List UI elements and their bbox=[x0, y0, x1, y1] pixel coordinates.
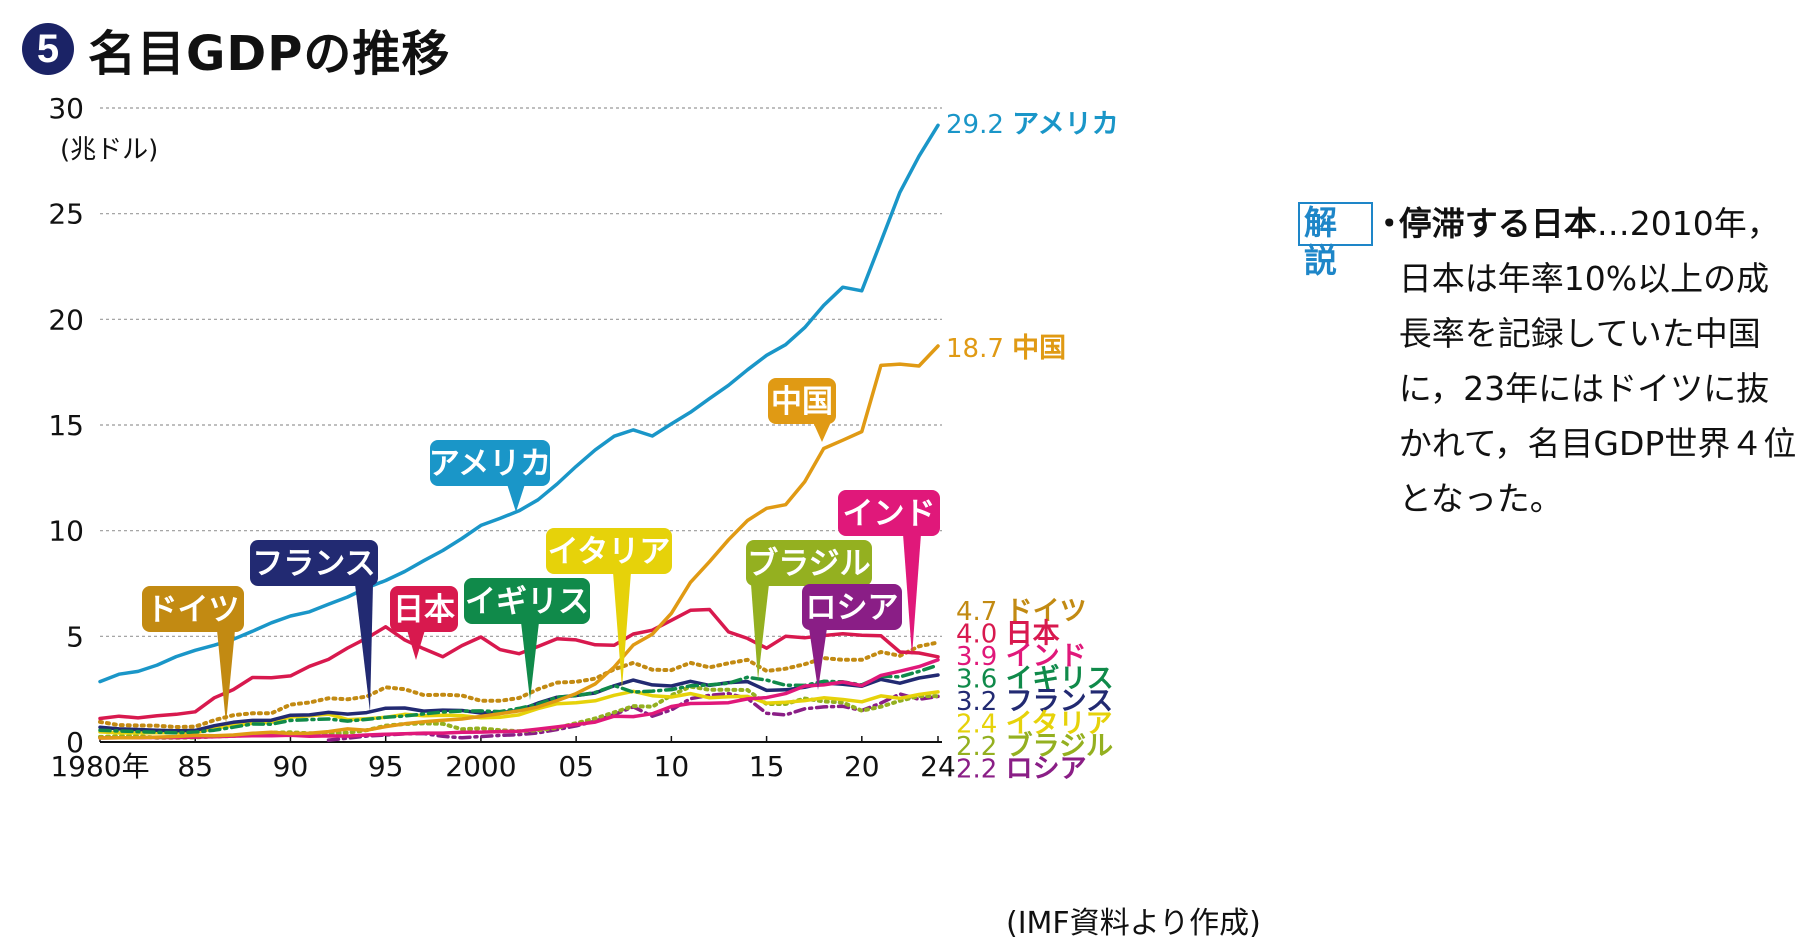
callout-text: フランス bbox=[252, 546, 375, 582]
callout-box bbox=[838, 490, 940, 536]
y-tick-label: 10 bbox=[48, 515, 84, 548]
y-tick-label: 15 bbox=[48, 409, 84, 442]
x-tick-label: 90 bbox=[273, 750, 309, 783]
commentary-bullet: ・ bbox=[1372, 204, 1406, 243]
grid-lines bbox=[100, 107, 942, 743]
callout-pointer bbox=[217, 630, 235, 724]
x-axis-ticks: 1980年 85 90 95 2000 05 10 15 20 24 bbox=[50, 736, 956, 783]
end-label-中国: 18.7 中国 bbox=[946, 333, 1066, 364]
callout-box bbox=[250, 540, 378, 586]
y-tick-label: 5 bbox=[66, 620, 84, 653]
series-line-アメリカ bbox=[98, 123, 940, 684]
callout-box bbox=[464, 578, 590, 624]
callout-text: ブラジル bbox=[747, 546, 870, 582]
series-line-日本 bbox=[98, 607, 940, 721]
series-line-中国 bbox=[98, 344, 940, 740]
x-tick-label: 05 bbox=[558, 750, 594, 783]
callout-アメリカ: アメリカ bbox=[429, 440, 551, 512]
callout-インド: インド bbox=[838, 490, 940, 656]
callout-中国: 中国 bbox=[768, 378, 836, 442]
callout-box bbox=[142, 586, 244, 632]
figure-title: 名目GDPの推移 bbox=[88, 26, 451, 82]
callout-日本: 日本 bbox=[390, 586, 458, 660]
callout-text: ドイツ bbox=[147, 592, 240, 628]
y-axis-label: (兆ドル) bbox=[60, 135, 158, 165]
commentary-lead: 停滞する日本 bbox=[1398, 204, 1597, 243]
x-tick-label: 1980年 bbox=[50, 750, 149, 783]
callout-ドイツ: ドイツ bbox=[142, 586, 244, 724]
callout-box bbox=[802, 584, 902, 630]
series-line-イギリス bbox=[98, 663, 940, 735]
callout-pointer bbox=[751, 584, 769, 680]
x-tick-label: 2000 bbox=[445, 750, 516, 783]
commentary-note: 解説 ・ 停滞する日本…2010年，日本は年率10%以上の成長率を記録していた中… bbox=[1298, 196, 1798, 526]
y-tick-label: 20 bbox=[48, 303, 84, 336]
end-label-イギリス: 3.6 イギリス bbox=[956, 664, 1114, 695]
x-tick-label: 24 bbox=[920, 750, 956, 783]
callout-ブラジル: ブラジル bbox=[746, 540, 872, 680]
callout-pointer bbox=[407, 630, 425, 660]
source-credit: (IMF資料より作成) bbox=[1006, 906, 1261, 941]
callout-box bbox=[768, 378, 836, 424]
end-label-アメリカ: 29.2 アメリカ bbox=[946, 109, 1119, 140]
callout-pointer bbox=[613, 572, 631, 688]
y-tick-label: 25 bbox=[48, 198, 84, 231]
callout-pointer bbox=[903, 534, 921, 656]
callout-text: 日本 bbox=[393, 592, 455, 628]
callout-pointer bbox=[809, 628, 827, 690]
callout-box bbox=[390, 586, 458, 632]
callout-text: インド bbox=[843, 496, 936, 532]
callout-ロシア: ロシア bbox=[802, 584, 902, 690]
x-tick-label: 95 bbox=[368, 750, 404, 783]
callout-pointer bbox=[507, 484, 525, 512]
figure-heading: 5 名目GDPの推移 bbox=[22, 14, 450, 84]
x-tick-label: 10 bbox=[654, 750, 690, 783]
figure-number-badge: 5 bbox=[22, 23, 74, 75]
callout-text: 中国 bbox=[771, 384, 833, 420]
commentary-tag: 解説 bbox=[1298, 202, 1373, 280]
callout-イタリア: イタリア bbox=[546, 528, 672, 688]
callout-box bbox=[746, 540, 872, 586]
callout-フランス: フランス bbox=[250, 540, 378, 712]
callout-text: アメリカ bbox=[429, 446, 551, 482]
callout-text: イギリス bbox=[465, 584, 589, 620]
end-label-インド: 3.9 インド bbox=[956, 641, 1087, 672]
callout-pointer bbox=[813, 422, 831, 442]
callout-text: ロシア bbox=[806, 590, 899, 626]
series-lines bbox=[98, 123, 940, 742]
end-label-フランス: 3.2 フランス bbox=[956, 686, 1113, 717]
end-label-ロシア: 2.2 ロシア bbox=[956, 754, 1087, 785]
commentary-body: 停滞する日本…2010年，日本は年率10%以上の成長率を記録していた中国に，23… bbox=[1399, 196, 1798, 526]
y-axis-ticks: 0 5 10 15 20 25 30 bbox=[48, 92, 84, 759]
end-label-イタリア: 2.4 イタリア bbox=[956, 709, 1113, 740]
callout-pointer bbox=[355, 584, 373, 712]
end-label-ドイツ: 4.7 ドイツ bbox=[956, 596, 1087, 627]
callout-text: イタリア bbox=[548, 534, 671, 570]
callout-box bbox=[430, 440, 550, 486]
commentary-text: …2010年，日本は年率10%以上の成長率を記録していた中国に，23年にはドイツ… bbox=[1398, 204, 1797, 518]
series-line-ドイツ bbox=[98, 640, 940, 729]
end-label-ブラジル: 2.2 ブラジル bbox=[956, 730, 1113, 762]
x-tick-label: 85 bbox=[177, 750, 213, 783]
y-tick-label: 0 bbox=[66, 726, 84, 759]
y-tick-label: 30 bbox=[48, 92, 84, 125]
callout-box bbox=[546, 528, 672, 574]
x-tick-label: 20 bbox=[844, 750, 880, 783]
callout-pointer bbox=[521, 622, 539, 700]
x-tick-label: 15 bbox=[749, 750, 785, 783]
callout-イギリス: イギリス bbox=[464, 578, 590, 700]
end-label-日本: 4.0 日本 bbox=[956, 619, 1060, 650]
